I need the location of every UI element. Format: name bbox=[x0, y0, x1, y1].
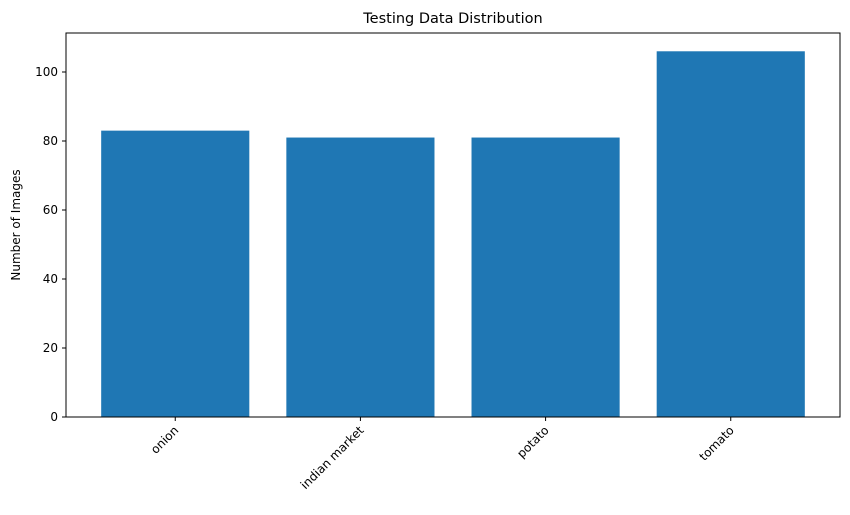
y-tick-label: 20 bbox=[43, 341, 58, 355]
bar-potato bbox=[471, 137, 620, 418]
y-tick-label: 0 bbox=[50, 410, 58, 424]
x-ticks-group: onion indian market potato tomato bbox=[148, 417, 737, 492]
y-ticks-group: 0 20 40 60 80 100 bbox=[35, 65, 66, 424]
bar-tomato bbox=[656, 51, 805, 418]
x-tick-label: potato bbox=[514, 423, 552, 461]
y-tick-label: 100 bbox=[35, 65, 58, 79]
x-tick-label: tomato bbox=[696, 423, 736, 463]
bar-onion bbox=[101, 130, 250, 418]
y-tick-label: 80 bbox=[43, 134, 58, 148]
y-axis-label: Number of Images bbox=[9, 169, 23, 280]
x-tick-label: onion bbox=[148, 423, 181, 456]
bar-indian-market bbox=[286, 137, 435, 418]
y-tick-label: 60 bbox=[43, 203, 58, 217]
y-tick-label: 40 bbox=[43, 272, 58, 286]
x-tick-label: indian market bbox=[298, 423, 367, 492]
bars-group bbox=[101, 51, 805, 418]
chart-title: Testing Data Distribution bbox=[362, 11, 542, 27]
plot-frame bbox=[65, 32, 841, 418]
